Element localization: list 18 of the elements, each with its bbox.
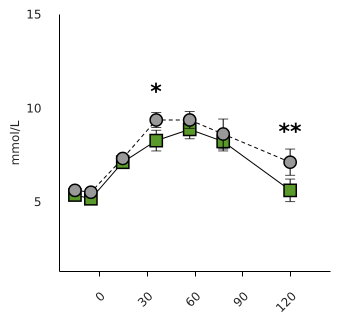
x-tick-label: 90 (230, 289, 252, 310)
y-tick-label: 15 (26, 8, 42, 22)
x-tick-label: 120 (273, 289, 300, 316)
annotation: ** (278, 120, 302, 145)
point (68, 183, 82, 198)
point (283, 155, 298, 170)
x-tick-label: 60 (182, 289, 204, 310)
point (84, 185, 98, 200)
point (149, 134, 164, 148)
annotation: * (150, 80, 162, 105)
y-axis-title: mmol/L (8, 120, 22, 166)
x-tick-label: 30 (134, 289, 156, 310)
point (283, 183, 298, 198)
y-tick-label: 5 (34, 195, 42, 210)
point (116, 152, 130, 166)
y-tick-label: 10 (26, 101, 42, 116)
point (216, 127, 230, 141)
x-tick-label: 0 (92, 289, 108, 304)
